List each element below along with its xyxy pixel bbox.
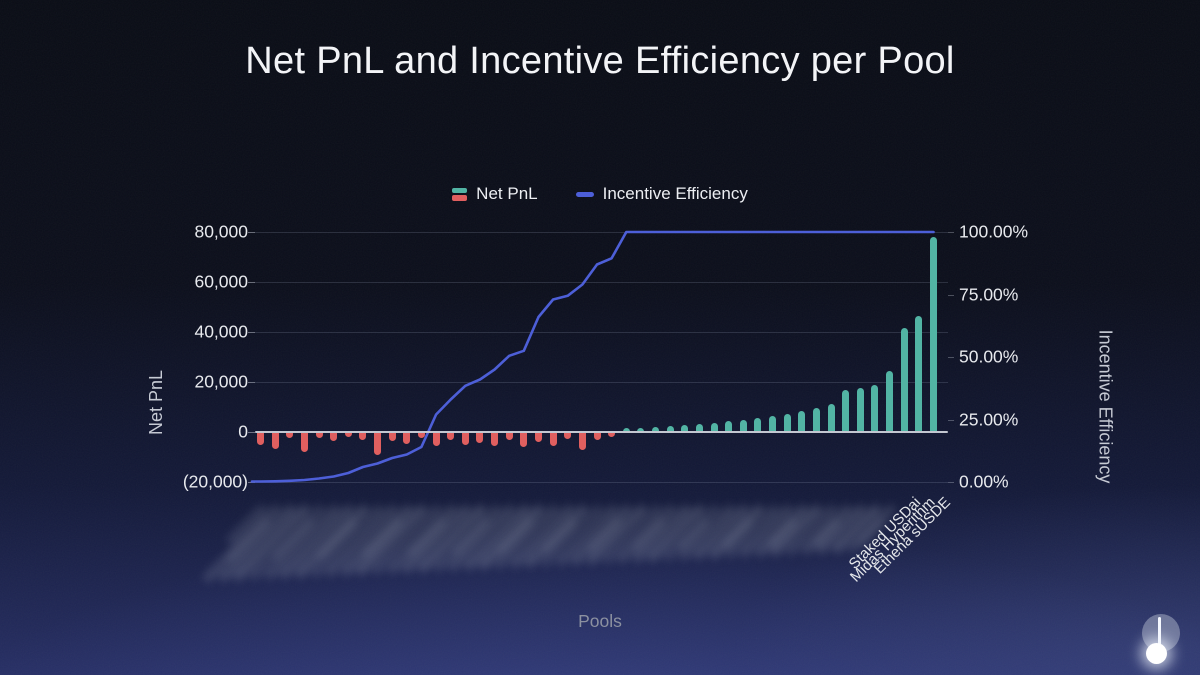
- right-axis-tick: [948, 232, 954, 233]
- gridline: [255, 282, 948, 283]
- left-axis-tick: [248, 332, 255, 333]
- left-axis-tick-label: 0: [238, 421, 248, 442]
- net-pnl-bar[interactable]: [842, 390, 850, 432]
- chart-title: Net PnL and Incentive Efficiency per Poo…: [245, 40, 955, 82]
- left-axis-tick: [248, 282, 255, 283]
- brand-logo: [1138, 610, 1186, 666]
- incentive-efficiency-line[interactable]: [250, 230, 935, 483]
- net-pnl-bar[interactable]: [476, 432, 484, 443]
- net-pnl-bar[interactable]: [388, 432, 396, 441]
- gridline: [255, 332, 948, 333]
- net-pnl-bar[interactable]: [461, 432, 469, 445]
- net-pnl-bar[interactable]: [871, 384, 879, 432]
- net-pnl-bar[interactable]: [900, 327, 908, 432]
- legend: Net PnL Incentive Efficiency: [0, 184, 1200, 204]
- left-axis-tick-label: (20,000): [182, 471, 248, 492]
- net-pnl-bar[interactable]: [505, 432, 513, 440]
- right-axis-tick-label: 0.00%: [959, 471, 1009, 492]
- net-pnl-bar[interactable]: [769, 416, 777, 432]
- net-pnl-bar[interactable]: [886, 370, 894, 432]
- right-axis-tick-label: 25.00%: [959, 409, 1019, 429]
- left-axis-tick: [248, 482, 255, 483]
- net-pnl-bar[interactable]: [930, 236, 937, 432]
- net-pnl-bar[interactable]: [578, 432, 586, 450]
- net-pnl-legend-icon: [452, 187, 468, 201]
- left-axis-tick-label: 60,000: [194, 271, 248, 292]
- net-pnl-bar[interactable]: [330, 432, 338, 441]
- net-pnl-bar[interactable]: [491, 432, 499, 446]
- right-axis-tick: [948, 419, 954, 421]
- legend-label-incentive-efficiency: Incentive Efficiency: [602, 184, 748, 203]
- left-axis-tick: [248, 232, 255, 233]
- left-axis-tick: [248, 382, 255, 383]
- net-pnl-bar[interactable]: [257, 432, 264, 445]
- net-pnl-bar[interactable]: [300, 432, 308, 453]
- net-pnl-bar[interactable]: [549, 432, 557, 446]
- legend-item-net-pnl[interactable]: Net PnL: [452, 184, 538, 204]
- net-pnl-bar[interactable]: [798, 411, 806, 432]
- net-pnl-bar[interactable]: [534, 432, 542, 442]
- net-pnl-bar[interactable]: [447, 432, 455, 440]
- gridline: [255, 482, 948, 483]
- net-pnl-bar[interactable]: [520, 432, 528, 447]
- net-pnl-bar[interactable]: [432, 432, 440, 446]
- net-pnl-bar[interactable]: [374, 432, 382, 455]
- net-pnl-bar[interactable]: [359, 432, 367, 440]
- right-axis-tick-label: 75.00%: [959, 284, 1019, 304]
- net-pnl-bar[interactable]: [754, 418, 762, 432]
- gridline: [255, 382, 948, 383]
- left-axis-tick-label: 20,000: [194, 371, 248, 392]
- net-pnl-bar[interactable]: [783, 413, 791, 432]
- net-pnl-bar[interactable]: [827, 404, 835, 432]
- legend-label-net-pnl: Net PnL: [476, 184, 538, 203]
- logo-pendulum-bob-icon: [1146, 643, 1167, 664]
- legend-item-incentive-efficiency[interactable]: Incentive Efficiency: [575, 184, 748, 204]
- net-pnl-bar[interactable]: [403, 432, 411, 444]
- left-axis-tick-label: 40,000: [194, 321, 248, 342]
- left-axis-tick: [248, 432, 255, 433]
- net-pnl-bar[interactable]: [915, 315, 923, 432]
- net-pnl-bar[interactable]: [593, 432, 601, 440]
- right-axis-tick: [948, 357, 954, 358]
- net-pnl-bar[interactable]: [812, 407, 820, 432]
- gridline: [255, 232, 948, 233]
- right-axis-tick-label: 100.00%: [959, 221, 1029, 242]
- left-axis-tick-label: 80,000: [194, 221, 248, 242]
- right-axis-tick: [948, 294, 954, 296]
- right-axis-tick-label: 50.00%: [959, 346, 1019, 367]
- net-pnl-bar[interactable]: [856, 388, 864, 432]
- zero-gridline: [255, 431, 948, 433]
- right-axis-tick: [948, 482, 954, 483]
- incentive-efficiency-legend-icon: [575, 191, 594, 197]
- net-pnl-bar[interactable]: [271, 432, 279, 449]
